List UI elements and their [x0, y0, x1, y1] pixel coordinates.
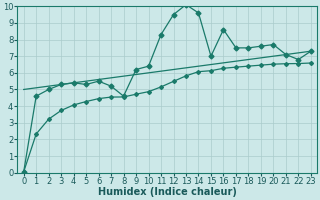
X-axis label: Humidex (Indice chaleur): Humidex (Indice chaleur) — [98, 187, 237, 197]
